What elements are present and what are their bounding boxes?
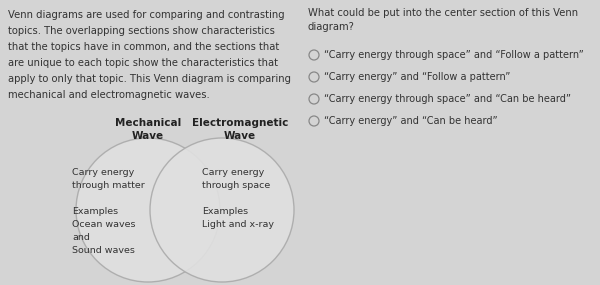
Text: Examples: Examples: [202, 207, 248, 216]
Text: “Carry energy through space” and “Can be heard”: “Carry energy through space” and “Can be…: [324, 94, 571, 104]
Text: and: and: [72, 233, 90, 242]
Text: mechanical and electromagnetic waves.: mechanical and electromagnetic waves.: [8, 90, 210, 100]
Text: apply to only that topic. This Venn diagram is comparing: apply to only that topic. This Venn diag…: [8, 74, 291, 84]
Text: are unique to each topic show the characteristics that: are unique to each topic show the charac…: [8, 58, 278, 68]
Text: diagram?: diagram?: [308, 22, 355, 32]
Text: Electromagnetic: Electromagnetic: [192, 118, 288, 128]
Text: Examples: Examples: [72, 207, 118, 216]
Circle shape: [76, 138, 220, 282]
Text: Carry energy: Carry energy: [72, 168, 134, 177]
Text: Mechanical: Mechanical: [115, 118, 181, 128]
Text: Carry energy: Carry energy: [202, 168, 264, 177]
Text: Ocean waves: Ocean waves: [72, 220, 136, 229]
Text: through space: through space: [202, 181, 270, 190]
Text: “Carry energy” and “Follow a pattern”: “Carry energy” and “Follow a pattern”: [324, 72, 511, 82]
Text: “Carry energy” and “Can be heard”: “Carry energy” and “Can be heard”: [324, 116, 497, 126]
Text: Light and x-ray: Light and x-ray: [202, 220, 274, 229]
Text: Wave: Wave: [224, 131, 256, 141]
Text: that the topics have in common, and the sections that: that the topics have in common, and the …: [8, 42, 279, 52]
Text: topics. The overlapping sections show characteristics: topics. The overlapping sections show ch…: [8, 26, 275, 36]
Text: “Carry energy through space” and “Follow a pattern”: “Carry energy through space” and “Follow…: [324, 50, 584, 60]
Text: What could be put into the center section of this Venn: What could be put into the center sectio…: [308, 8, 578, 18]
Text: Wave: Wave: [132, 131, 164, 141]
Text: through matter: through matter: [72, 181, 145, 190]
Circle shape: [150, 138, 294, 282]
Text: Venn diagrams are used for comparing and contrasting: Venn diagrams are used for comparing and…: [8, 10, 284, 20]
Text: Sound waves: Sound waves: [72, 246, 135, 255]
